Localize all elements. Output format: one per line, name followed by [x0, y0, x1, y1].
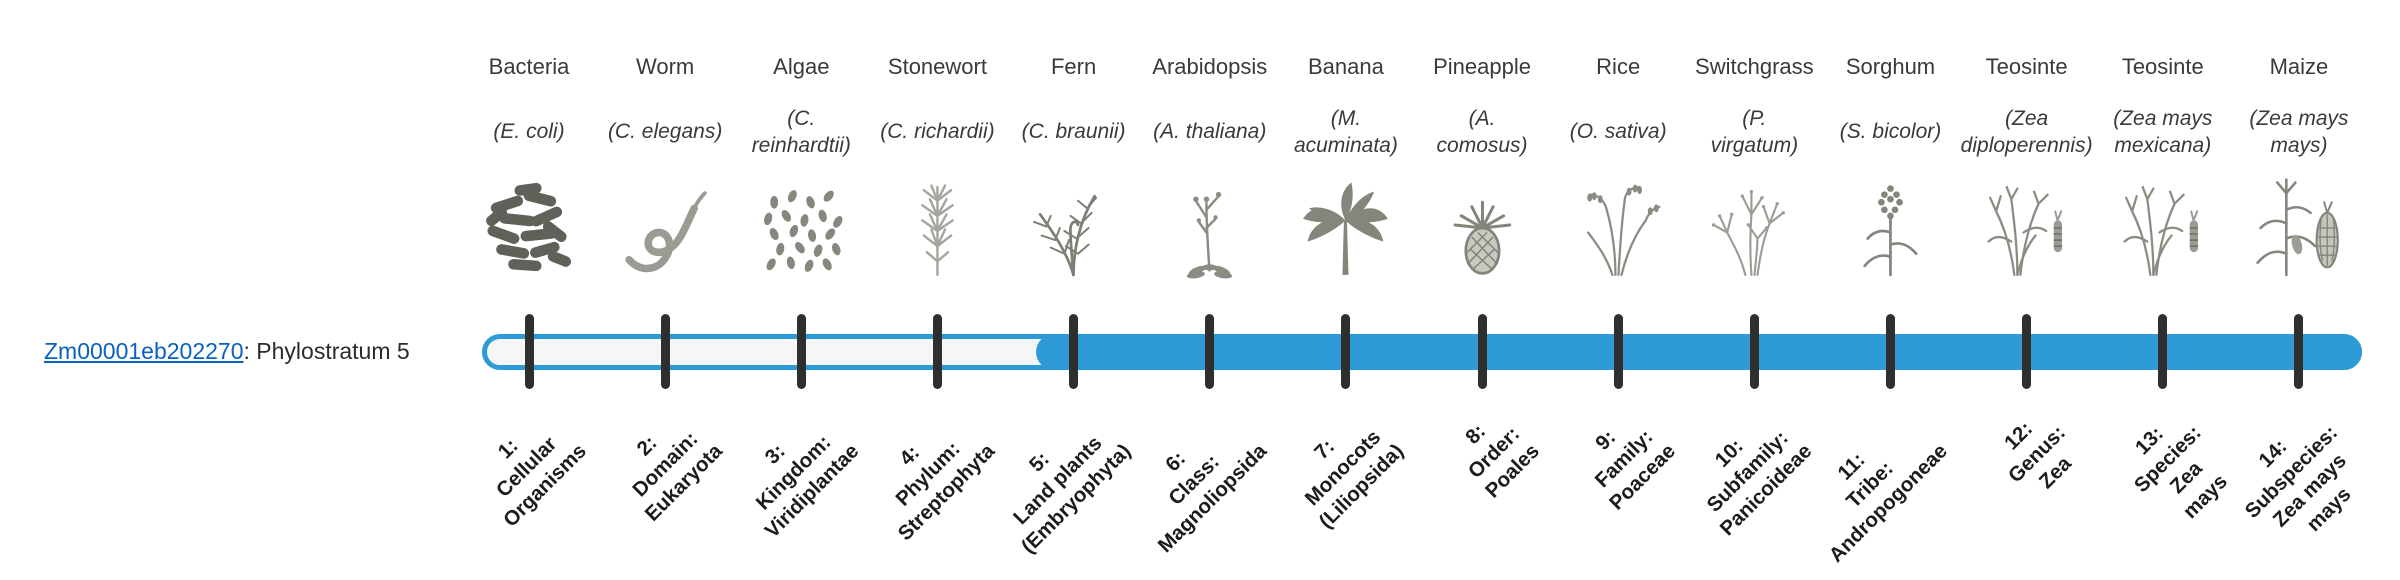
phylostratum-axis-label: 8: Order: Poales: [1460, 419, 1545, 503]
organism-scientific-name: (Zea diploperennis): [1960, 106, 2093, 157]
phylostratum-column: Teosinte (Zea diploperennis): [1942, 0, 2112, 340]
gene-phylostratum-text: : Phylostratum 5: [243, 338, 410, 364]
fern-icon: [989, 172, 1159, 284]
organism-scientific-name: (S. bicolor): [1839, 120, 1942, 144]
phylostratum-tick: [932, 314, 942, 389]
phylostratum-axis-label: 7: Monocots (Liliopsida): [1300, 425, 1408, 534]
phylostratum-tick: [1886, 314, 1895, 389]
phylostratum-tick: [1069, 314, 1079, 389]
organism-name: Algae: [773, 54, 830, 79]
organism-scientific-name: (P. virgatum): [1710, 106, 1799, 157]
phylostratum-axis-label: 6: Class: Magnoliopsida: [1154, 439, 1272, 558]
gene-label: Zm00001eb202270: Phylostratum 5: [44, 338, 410, 365]
phylostratum-axis-label: 13: Species: Zea mays: [2130, 421, 2233, 523]
organism-scientific-name: (Zea mays mexicana): [2113, 106, 2213, 157]
organism-scientific-name: (A. thaliana): [1153, 120, 1267, 144]
phylostratum-column: Rice (O. sativa): [1533, 0, 1703, 340]
phylostratum-column: Teosinte (Zea mays mexicana): [2078, 0, 2248, 340]
organism-name: Teosinte: [1985, 54, 2068, 79]
organism-name: Banana: [1307, 54, 1384, 79]
phylostratum-column: Switchgrass (P. virgatum): [1669, 0, 1839, 340]
organism-name: Fern: [1050, 54, 1097, 79]
phylostratum-axis-label: 14: Subspecies: Zea mays mays: [2240, 421, 2356, 536]
phylostratum-tick: [2158, 314, 2168, 389]
phylostratum-axis-label: 2: Domain: Eukaryota: [628, 427, 728, 527]
arabidopsis-icon: [1125, 172, 1295, 284]
phylostratum-tick: [796, 314, 806, 389]
phylostratum-column: Sorghum (S. bicolor): [1806, 0, 1976, 340]
banana-icon: [1261, 172, 1431, 284]
organism-scientific-name: (C. richardii): [880, 120, 995, 144]
phylostratum-tick: [1341, 314, 1351, 389]
organism-name: Worm: [636, 54, 695, 79]
sorghum-icon: [1806, 172, 1976, 284]
phylostratum-axis-label: 1: Cellular Organisms: [491, 432, 592, 532]
phylostratum-tick: [524, 314, 534, 389]
phylostratum-column: Arabidopsis (A. thaliana): [1125, 0, 1295, 340]
organism-scientific-name: (C. reinhardtii): [751, 106, 851, 157]
organism-name: Arabidopsis: [1152, 54, 1268, 79]
algae-icon: [716, 172, 886, 284]
phylostratum-column: Worm (C. elegans): [580, 0, 750, 340]
organism-name: Bacteria: [488, 54, 570, 79]
timeline-bar-fill: [1035, 334, 2362, 370]
phylostratum-axis-label: 9: Family: Poaceae: [1590, 425, 1681, 515]
organism-scientific-name: (O. sativa): [1569, 120, 1667, 144]
worm-icon: [580, 172, 750, 284]
teosinte-icon: [1942, 172, 2112, 284]
phylostratum-column: Algae (C. reinhardtii): [716, 0, 886, 340]
organism-name: Teosinte: [2121, 54, 2204, 79]
phylostratum-tick: [1613, 314, 1623, 389]
phylostratum-column: Fern (C. braunii): [989, 0, 1159, 340]
phylostratum-axis-label: 5: Land plants (Embryophyta): [1009, 431, 1136, 559]
teosinte-icon: [2078, 172, 2248, 284]
phylostratum-axis-label: 12: Genus: Zea: [1999, 417, 2077, 494]
phylostratum-column: Banana (M. acuminata): [1261, 0, 1431, 340]
phylostratum-axis-label: 3: Kingdom: Viridiplantae: [751, 430, 864, 543]
phylostratum-column: Pineapple (A. comosus): [1397, 0, 1567, 340]
organism-scientific-name: (M. acuminata): [1293, 106, 1398, 157]
bacteria-icon: [444, 172, 614, 284]
phylostratum-tick: [1477, 314, 1487, 389]
stonewort-icon: [852, 172, 1022, 284]
phylostratum-tick: [660, 314, 670, 389]
phylostratum-column: Maize (Zea mays mays): [2214, 0, 2384, 340]
phylostratum-tick: [1749, 314, 1759, 389]
switchgrass-icon: [1669, 172, 1839, 284]
organism-name: Maize: [2269, 54, 2329, 79]
rice-icon: [1533, 172, 1703, 284]
phylostratum-column: Stonewort (C. richardii): [852, 0, 1022, 340]
organism-scientific-name: (Zea mays mays): [2249, 106, 2349, 157]
organism-name: Rice: [1596, 54, 1641, 79]
gene-id-link[interactable]: Zm00001eb202270: [44, 338, 244, 364]
phylostratum-axis-label: 11: Tribe: Andropogoneae: [1825, 439, 1953, 568]
phylostratum-tick: [1205, 314, 1215, 389]
phylostratum-axis-label: 4: Phylum: Streptophyta: [891, 437, 1000, 546]
maize-icon: [2214, 172, 2384, 284]
phylostratum-column: Bacteria (E. coli): [444, 0, 614, 340]
organism-scientific-name: (A. comosus): [1436, 106, 1528, 157]
pineapple-icon: [1397, 172, 1567, 284]
organism-scientific-name: (C. braunii): [1021, 120, 1126, 144]
organism-name: Stonewort: [887, 54, 987, 79]
organism-name: Pineapple: [1433, 54, 1531, 79]
organism-name: Switchgrass: [1695, 54, 1814, 79]
organism-scientific-name: (C. elegans): [607, 120, 723, 144]
phylostratum-tick: [2294, 314, 2304, 389]
phylostratum-tick: [2022, 314, 2032, 389]
organism-scientific-name: (E. coli): [493, 120, 565, 144]
organism-name: Sorghum: [1845, 54, 1936, 79]
